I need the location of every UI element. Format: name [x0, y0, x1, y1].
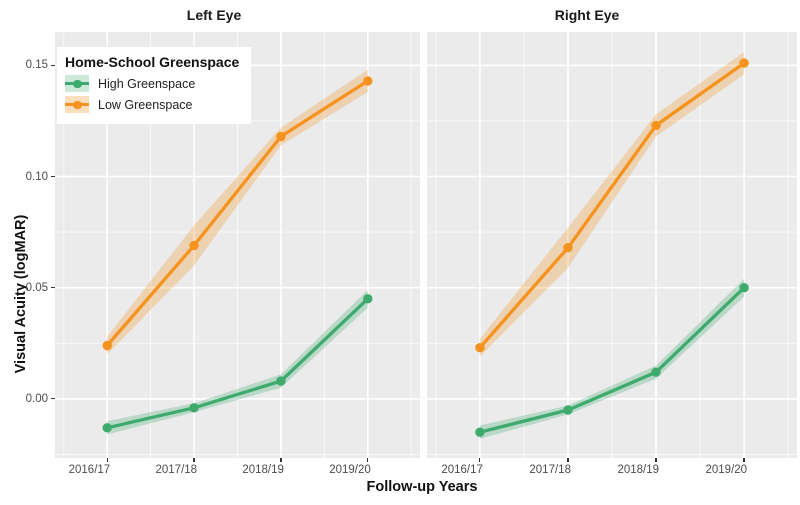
- data-point: [189, 403, 199, 413]
- x-axis-title: Follow-up Years: [366, 479, 478, 495]
- x-tick-label: 2019/20: [705, 464, 748, 476]
- y-tick-label: 0.15: [25, 59, 48, 72]
- legend-title: Home-School Greenspace: [65, 54, 240, 70]
- data-point: [189, 240, 199, 251]
- y-axis: 0.00 0.05 0.10 0.15: [0, 32, 55, 458]
- data-point: [563, 405, 573, 415]
- series-line: [478, 61, 746, 350]
- x-tick-mark: [479, 458, 481, 462]
- x-tick-label: 2018/19: [242, 464, 284, 476]
- x-tick-label: 2017/18: [155, 464, 198, 476]
- data-point: [651, 367, 661, 377]
- y-tick-label: 0.00: [25, 392, 48, 405]
- x-tick-mark: [743, 458, 745, 462]
- y-tick-mark: [51, 287, 55, 289]
- y-tick-mark: [51, 398, 55, 400]
- confidence-ribbon: [479, 52, 745, 357]
- x-tick-label: 2019/20: [329, 464, 371, 476]
- legend-key-low-greenspace-icon: [65, 96, 89, 113]
- series-line: [105, 79, 370, 348]
- y-tick-label: 0.05: [25, 281, 48, 294]
- series-line: [105, 297, 370, 430]
- confidence-ribbon: [479, 278, 745, 439]
- confidence-ribbon: [107, 69, 368, 355]
- y-tick-mark: [51, 175, 55, 178]
- x-tick-mark: [106, 458, 108, 462]
- legend-item-low-greenspace: Low Greenspace: [65, 96, 239, 113]
- data-point: [276, 131, 286, 142]
- panel-right-eye: 2016/17 2017/18 2018/19 2019/20: [427, 32, 797, 476]
- point-swatch-icon: [73, 100, 82, 109]
- x-tick-mark: [367, 458, 369, 462]
- x-tick-label: 2016/17: [68, 464, 111, 476]
- legend-label: High Greenspace: [98, 76, 196, 91]
- data-point: [739, 58, 749, 68]
- data-point: [276, 376, 286, 386]
- legend-label: Low Greenspace: [98, 97, 193, 112]
- data-point: [563, 243, 573, 253]
- data-point: [475, 427, 485, 437]
- x-tick-label: 2016/17: [441, 464, 483, 476]
- series-line: [478, 286, 746, 434]
- data-point: [363, 294, 373, 304]
- legend-item-high-greenspace: High Greenspace: [65, 75, 239, 92]
- data-point: [102, 340, 112, 351]
- x-tick-mark: [193, 458, 195, 462]
- x-tick-mark: [655, 458, 657, 462]
- legend-key-high-greenspace-icon: [65, 75, 89, 92]
- confidence-ribbon: [107, 289, 368, 435]
- x-tick-mark: [567, 458, 569, 462]
- data-point: [739, 283, 749, 293]
- facet-title-right-eye: Right Eye: [554, 7, 620, 23]
- data-point: [102, 423, 112, 433]
- plot-area-right-eye: [427, 32, 797, 458]
- facet-title-left-eye: Left Eye: [186, 7, 242, 23]
- data-point: [363, 76, 373, 86]
- legend: Home-School Greenspace High Greenspace L…: [57, 47, 252, 124]
- data-point: [651, 120, 661, 131]
- data-point: [475, 343, 485, 353]
- y-tick-mark: [51, 64, 55, 66]
- point-swatch-icon: [73, 79, 82, 88]
- plot-area-left-eye: [55, 32, 420, 458]
- x-tick-label: 2017/18: [529, 464, 571, 476]
- x-tick-label: 2018/19: [617, 464, 660, 476]
- y-tick-label: 0.10: [25, 170, 48, 183]
- x-tick-mark: [280, 458, 282, 462]
